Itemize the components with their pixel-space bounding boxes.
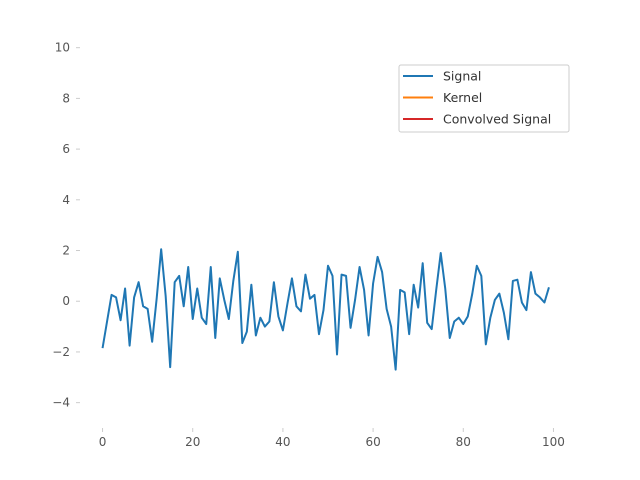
y-tick-label: 4 — [62, 193, 70, 207]
x-tick-label: 100 — [542, 435, 565, 449]
legend-label: Signal — [443, 69, 481, 84]
x-tick-label: 60 — [365, 435, 380, 449]
y-tick-label: −2 — [52, 345, 70, 359]
x-tick-label: 80 — [456, 435, 471, 449]
x-tick-label: 40 — [275, 435, 290, 449]
y-tick-label: 8 — [62, 91, 70, 105]
y-axis-ticks: −4 −2 0 2 4 6 8 10 — [52, 41, 80, 410]
legend-label: Convolved Signal — [443, 112, 551, 127]
y-tick-label: 0 — [62, 294, 70, 308]
x-axis-ticks: 0 20 40 60 80 100 — [99, 428, 565, 449]
legend-box — [398, 64, 570, 133]
y-tick-label: 10 — [55, 41, 70, 55]
legend: Signal Kernel Convolved Signal — [398, 64, 570, 133]
x-tick-label: 0 — [99, 435, 107, 449]
y-tick-label: 6 — [62, 142, 70, 156]
legend-label: Kernel — [443, 90, 482, 105]
y-tick-label: −4 — [52, 396, 70, 410]
x-tick-label: 20 — [185, 435, 200, 449]
y-tick-label: 2 — [62, 244, 70, 258]
series-layer — [101, 248, 550, 371]
series-line-signal — [101, 248, 550, 371]
